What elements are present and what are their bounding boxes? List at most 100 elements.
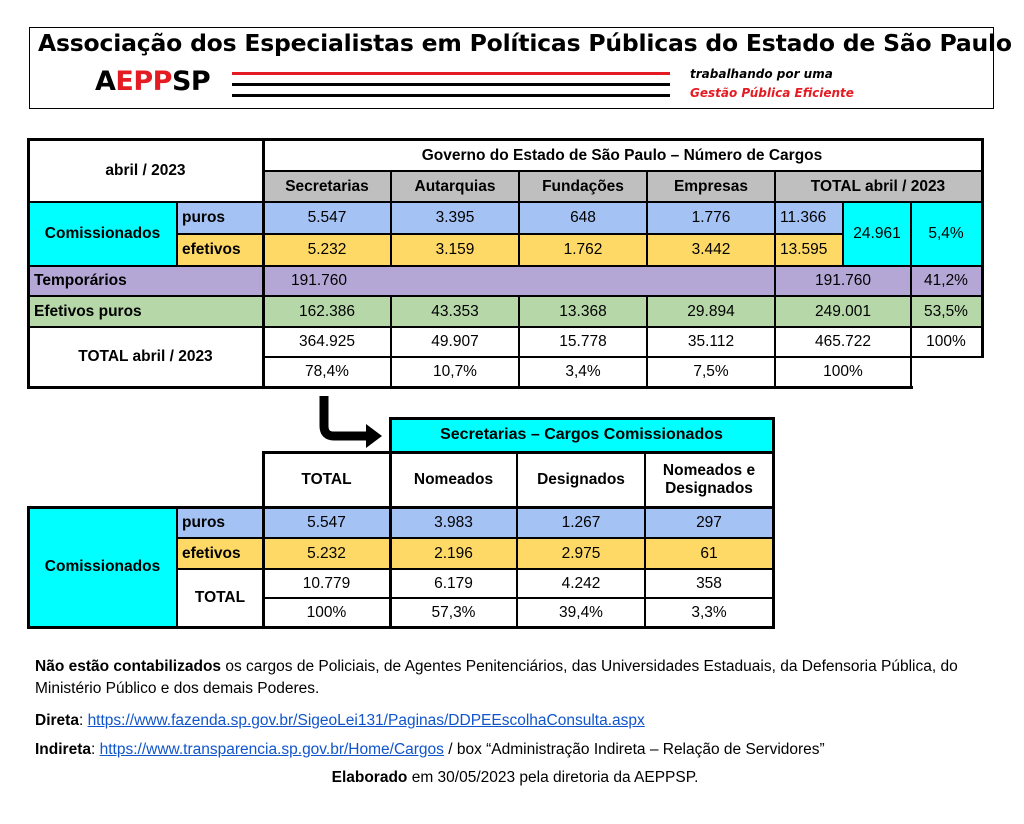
cell-value: 2.975 — [517, 538, 645, 569]
cell-value: 49.907 — [431, 333, 479, 351]
cell-grand-total: 465.722 — [814, 333, 872, 351]
cell-total-puros: 11.366 — [775, 202, 843, 234]
cell-value: 648 — [519, 202, 647, 234]
notes: Não estão contabilizados os cargos de Po… — [35, 656, 995, 789]
row-label-comissionados: Comissionados — [28, 507, 177, 627]
grid-line — [390, 295, 392, 388]
cell-value: 3.983 — [390, 507, 517, 538]
grid-line — [518, 295, 520, 388]
cell-value: 4.242 — [561, 574, 601, 592]
grid-line — [842, 201, 844, 266]
sub-label-efetivos: efetivos — [177, 538, 263, 569]
sub-label-efetivos: efetivos — [177, 234, 263, 266]
grid-line — [177, 537, 775, 539]
col-header: Designados — [537, 470, 625, 488]
grid-line — [263, 451, 775, 454]
col-header: Fundações — [519, 171, 647, 202]
row-label-temporarios: Temporários — [28, 266, 263, 296]
grid-line — [28, 265, 983, 267]
row-label-comissionados: Comissionados — [28, 202, 177, 266]
cell-value: 35.112 — [687, 333, 735, 351]
tagline-1: trabalhando por uma — [690, 67, 833, 81]
direta-link[interactable]: https://www.fazenda.sp.gov.br/SigeoLei13… — [87, 712, 645, 729]
grid-line — [27, 138, 30, 389]
cell-value: 10.779 — [302, 574, 351, 592]
sub-label-puros: puros — [177, 202, 263, 234]
grid-line — [390, 170, 392, 266]
cell-value: 5.232 — [263, 234, 391, 266]
col-header: Autarquias — [391, 171, 519, 202]
indireta-line: Indireta: https://www.transparencia.sp.g… — [35, 741, 825, 758]
cell-pct: 7,5% — [693, 363, 729, 381]
grid-line — [28, 138, 983, 141]
disclaimer: Não estão contabilizados os cargos de Po… — [35, 658, 958, 697]
cell-total-comissionados: 24.961 — [843, 202, 911, 266]
cell-pct: 3,3% — [691, 603, 727, 621]
cell-value: 2.196 — [390, 538, 517, 569]
cell-total-temporarios: 191.760 — [775, 266, 911, 296]
grid-line — [646, 295, 648, 388]
cell-value: 6.179 — [434, 574, 473, 592]
row-label-efetivos-puros: Efetivos puros — [28, 296, 263, 327]
cell-value: 358 — [696, 574, 722, 592]
cell-pct: 39,4% — [559, 603, 603, 621]
cell-total-efetivos-puros: 249.001 — [775, 296, 911, 327]
corner-date: abril / 2023 — [105, 162, 186, 180]
cell-value: 297 — [645, 507, 773, 538]
grid-line — [910, 356, 984, 358]
cell-value: 13.368 — [519, 296, 647, 327]
grid-line — [646, 170, 648, 266]
grid-line — [28, 201, 983, 203]
cell-total-efetivos: 13.595 — [775, 234, 843, 266]
cell-value: 43.353 — [391, 296, 519, 327]
grid-line — [177, 568, 775, 570]
sub-label-total: TOTAL — [194, 589, 246, 607]
logo-black-line — [232, 94, 670, 97]
table2-title: Secretarias – Cargos Comissionados — [390, 419, 773, 452]
col-header: Nomeados — [413, 470, 494, 488]
grid-line — [389, 417, 775, 420]
cell-value: 5.232 — [263, 538, 390, 569]
col-header-total: TOTAL abril / 2023 — [775, 171, 981, 202]
cell-pct-temporarios: 41,2% — [911, 266, 981, 296]
grid-line — [176, 201, 178, 266]
cell-pct: 10,7% — [433, 363, 477, 381]
grid-line — [28, 326, 983, 328]
col-header: Nomeados e Designados — [662, 461, 756, 497]
grid-line — [262, 451, 265, 629]
grid-line — [176, 506, 178, 628]
grid-line — [910, 201, 912, 388]
cell-value: 15.778 — [559, 333, 607, 351]
grid-line — [28, 626, 775, 629]
cell-value: 5.547 — [263, 202, 391, 234]
col-header: Empresas — [647, 171, 775, 202]
cell-value: 61 — [645, 538, 773, 569]
cell-pct: 57,3% — [431, 603, 476, 621]
cell-pct: 3,4% — [565, 363, 601, 381]
cell-pct-comissionados: 5,4% — [911, 202, 981, 266]
row-label-total: TOTAL abril / 2023 — [78, 348, 213, 366]
grid-line — [263, 356, 983, 358]
cell-value: 3.159 — [391, 234, 519, 266]
cell-value: 1.762 — [519, 234, 647, 266]
grid-line — [389, 417, 392, 629]
cell-grand-total-pct: 100% — [926, 333, 966, 351]
cell-value: 29.894 — [647, 296, 775, 327]
grid-line — [772, 417, 775, 629]
footer-credit: Elaborado em 30/05/2023 pela diretoria d… — [331, 769, 699, 786]
grid-line — [262, 138, 265, 389]
grid-line — [28, 295, 983, 297]
logo-black-line — [232, 83, 670, 86]
cell-pct: 100% — [306, 603, 347, 621]
cell-value: 3.442 — [647, 234, 775, 266]
indireta-link[interactable]: https://www.transparencia.sp.gov.br/Home… — [99, 741, 444, 758]
grid-line — [28, 386, 913, 389]
cell-empty — [391, 266, 775, 296]
cell-value: 1.267 — [517, 507, 645, 538]
grid-line — [27, 506, 30, 629]
cell-pct-total: 100% — [823, 363, 863, 381]
association-title: Associação dos Especialistas em Política… — [38, 29, 1012, 57]
grid-line — [774, 170, 776, 388]
grid-line — [644, 451, 646, 628]
table1-title: Governo do Estado de São Paulo – Número … — [421, 146, 823, 164]
